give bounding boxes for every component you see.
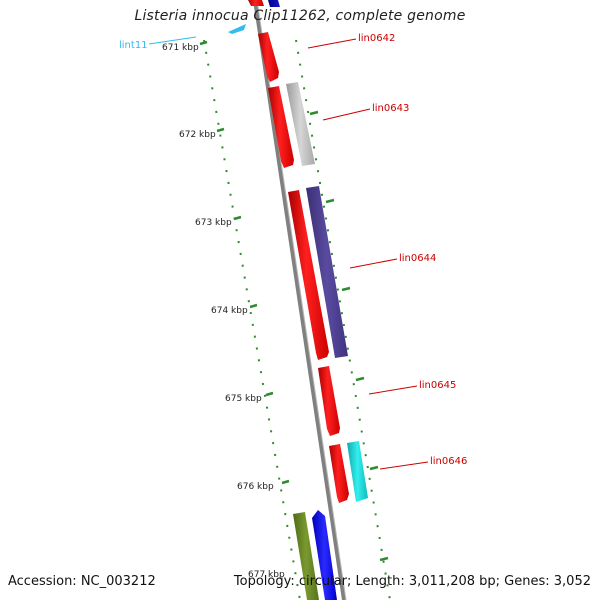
gene-feature-blue[interactable]: [312, 510, 337, 600]
gene-feature-lin0643-red[interactable]: [268, 86, 294, 168]
ruler-dotted-line-right: [295, 39, 391, 601]
gene-label-leader-lint11: [148, 36, 197, 45]
gene-feature-lin0645-red[interactable]: [318, 366, 340, 436]
tick-label-673: 673 kbp: [195, 218, 232, 228]
gene-label-lin0642[interactable]: lin0642: [358, 33, 395, 44]
gene-label-lint11[interactable]: lint11: [119, 40, 148, 51]
gene-feature-lin0642[interactable]: [258, 32, 279, 82]
map-title: Listeria innocua Clip11262, complete gen…: [134, 8, 466, 24]
tick-label-672: 672 kbp: [179, 130, 216, 140]
tick-label-671: 671 kbp: [162, 43, 199, 53]
genome-backbone: [253, 0, 346, 601]
accession-text: Accession: NC_003212: [8, 574, 156, 589]
genome-summary-text: Topology: circular; Length: 3,011,208 bp…: [233, 574, 591, 589]
gene-feature-lin0644-purple[interactable]: [306, 186, 348, 358]
gene-label-lin0646[interactable]: lin0646: [430, 456, 467, 467]
gene-feature-red-top[interactable]: [248, 0, 264, 6]
gene-label-lin0645[interactable]: lin0645: [419, 380, 456, 391]
gene-feature-olive[interactable]: [293, 512, 319, 600]
tick-label-674: 674 kbp: [211, 306, 248, 316]
gene-feature-lin0644-red[interactable]: [288, 190, 329, 360]
gene-feature-navy-top[interactable]: [268, 0, 280, 7]
gene-label-leaders: [307, 38, 429, 470]
gene-feature-lin0646-cyan[interactable]: [347, 441, 368, 502]
tick-label-676: 676 kbp: [237, 482, 274, 492]
tick-label-677: 677 kbp: [248, 570, 285, 580]
gene-label-lin0644[interactable]: lin0644: [399, 253, 436, 264]
ruler-major-ticks: [199, 40, 389, 562]
gene-feature-lin0646-red[interactable]: [329, 444, 349, 503]
tick-label-675: 675 kbp: [225, 394, 262, 404]
gene-label-lin0643[interactable]: lin0643: [372, 103, 409, 114]
gene-feature-lin0643-grey[interactable]: [286, 82, 315, 166]
lint11-marker[interactable]: [228, 24, 246, 34]
